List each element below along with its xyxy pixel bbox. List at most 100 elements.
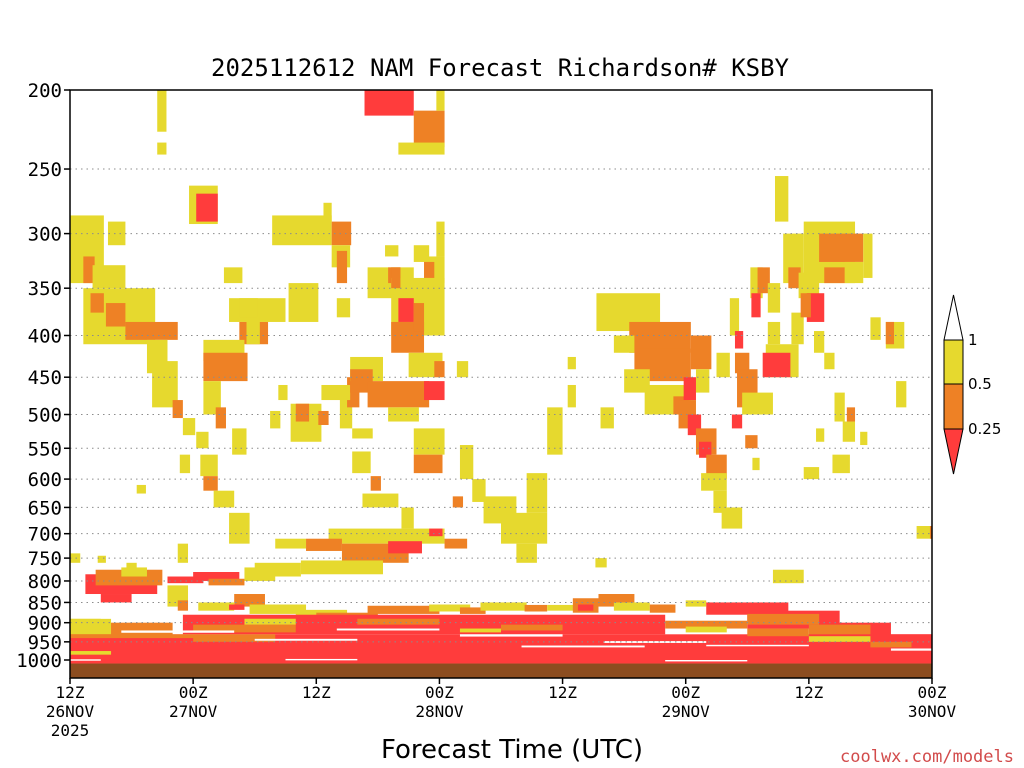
ri-cell-93 [306,538,342,551]
ri-cell-167 [772,569,804,584]
ri-cell-154 [842,421,856,442]
ri-cell-173 [193,572,240,581]
ri-cell-120 [713,490,727,513]
ri-cell-218 [808,636,871,642]
y-axis: 200 250 300 350 400 450 500 550 600 650 7007508008… [16,80,70,672]
y-tick-label-950: 950 [28,632,62,654]
legend-bin-0.5-1 [943,339,964,385]
ri-cell-21 [336,250,348,284]
ri-gap-0 [100,612,168,619]
x-tick-label-2-1: 12Z [302,683,331,702]
ri-cell-67 [350,369,373,393]
ri-cell-35 [200,454,218,477]
x-tick-label-5-1: 00Z [671,683,700,702]
ri-cell-194 [649,604,676,613]
x-tick-label-3-2: 28NOV [415,702,464,721]
ri-cell-198 [747,613,820,625]
ri-cell-207 [70,634,276,642]
ri-cell-189 [547,604,578,611]
ri-cell-211 [244,618,296,625]
ri-cell-139 [791,312,804,345]
ri-cell-163 [896,381,907,408]
ri-cell-142 [788,267,801,289]
ri-cell-88 [547,407,563,455]
ri-gap-10 [665,660,748,662]
ri-cell-87 [526,473,548,513]
ri-cell-82 [452,496,464,508]
ri-cell-46 [203,381,221,415]
ri-cell-156 [860,431,868,446]
ri-cell-28 [105,303,126,327]
legend-label-2: 0.25 [968,420,1001,438]
ri-cell-80 [456,361,469,378]
ri-cell-81 [459,445,474,480]
ri-gap-3 [336,628,440,631]
ri-cell-98 [275,538,307,549]
ri-cell-181 [249,604,307,614]
ri-cell-122 [595,558,607,568]
ri-cell-128 [742,392,773,415]
ri-cell-51 [270,410,281,429]
x-tick-label-1-2: 27NOV [169,702,218,721]
gridlines [70,168,932,643]
ri-cell-108 [624,369,650,393]
ri-cell-105 [629,321,691,353]
ri-cell-76 [352,451,371,474]
ri-cell-118 [706,454,727,480]
ri-cell-150 [863,233,873,278]
ri-cell-3 [436,90,445,111]
ri-cell-62 [391,267,401,289]
x-tick-label-1-1: 00Z [179,683,208,702]
ri-cell-102 [97,555,106,563]
ri-cell-169 [100,594,132,603]
ri-cell-172 [167,576,204,584]
ri-cell-121 [721,507,743,529]
ri-cell-103 [126,562,137,573]
ri-cell-162 [885,321,895,345]
plot-area [69,89,933,679]
ri-cell-50 [278,384,288,401]
ri-cell-160 [870,317,881,340]
x-tick-label-0-2: 26NOV [46,702,95,721]
legend-bin-0.25-0.5 [943,383,964,430]
ri-cell-90 [600,407,614,429]
x-axis-label: Forecast Time (UTC) [381,735,643,765]
y-tick-label-850: 850 [28,592,62,614]
ri-cell-11 [323,202,332,222]
y-tick-label-200: 200 [28,80,62,102]
legend-label-0: 1 [968,331,978,349]
x-tick-label-7-1: 00Z [918,683,947,702]
ri-cell-135 [767,283,781,313]
ri-cell-112 [695,369,710,393]
ri-cell-130 [745,435,758,449]
legend-label-1: 0.5 [968,375,992,393]
ri-cell-216 [685,626,727,633]
ri-cell-165 [916,526,932,539]
color-legend: 1 0.5 0.25 [943,294,1001,475]
ri-cell-31 [152,361,178,408]
ri-cell-200 [808,624,871,637]
ri-cell-214 [501,624,563,631]
ri-gap-8 [70,659,101,661]
ri-cell-9 [272,215,332,246]
ri-cell-219 [870,641,912,648]
ri-cell-210 [193,624,296,633]
y-tick-label-600: 600 [28,469,62,491]
ri-cell-152 [824,352,835,370]
ri-cell-101 [70,553,81,563]
x-tick-label-4-1: 12Z [548,683,577,702]
ri-cell-111 [690,335,712,370]
ri-cell-72 [413,428,445,455]
ri-cell-40 [179,454,191,474]
ri-cell-144 [806,293,825,322]
ri-cell-212 [357,618,440,625]
ri-cell-193 [613,602,650,611]
y-tick-label-550: 550 [28,438,62,460]
ri-cell-0 [364,90,414,116]
ri-cell-185 [429,604,471,612]
legend-bin-gt1 [943,294,964,341]
ri-cell-187 [480,602,527,611]
ri-cell-2 [398,142,445,155]
ri-cell-117 [699,441,712,458]
